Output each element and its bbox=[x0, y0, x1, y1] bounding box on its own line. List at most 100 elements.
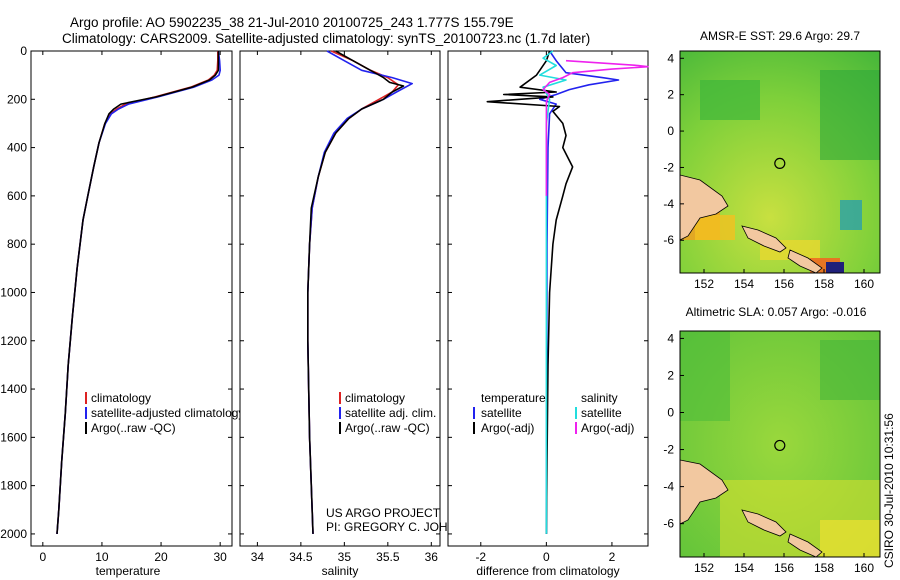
map-x-tick-label: 154 bbox=[734, 561, 754, 575]
legend-argo: Argo(..raw -QC) bbox=[345, 421, 430, 435]
x-tick-label: -2 bbox=[475, 550, 486, 564]
x-tick-label: 30 bbox=[213, 550, 227, 564]
map-y-tick-label: -4 bbox=[663, 197, 674, 211]
legend-sal-argo: Argo(-adj) bbox=[581, 421, 634, 435]
temperature-x-ticks: 0 10 20 30 bbox=[39, 51, 227, 564]
map-x-tick-label: 160 bbox=[854, 277, 874, 291]
series-line-2 bbox=[56, 51, 220, 534]
temperature-panel: 0 10 20 30 0 200 400 600 800 1000 1200 1400 1600 180… bbox=[0, 44, 244, 578]
salinity-axes-box bbox=[239, 50, 441, 547]
temperature-x-label: temperature bbox=[96, 564, 161, 578]
temperature-axes-box bbox=[30, 50, 233, 547]
map-x-tick-label: 158 bbox=[814, 277, 834, 291]
y-tick-label: 0 bbox=[20, 44, 27, 58]
legend-sal-satellite: satellite bbox=[581, 406, 622, 420]
difference-x-label: difference from climatology bbox=[476, 564, 619, 578]
x-tick-label: 0 bbox=[39, 550, 46, 564]
timestamp-stamp: CSIRO 30-Jul-2010 10:31:56 bbox=[882, 413, 896, 568]
depth-y-ticks: 0 200 400 600 800 1000 1200 1400 1600 1800 2000 bbox=[0, 44, 232, 541]
map-x-tick-label: 152 bbox=[694, 561, 714, 575]
x-tick-label: 0 bbox=[543, 550, 550, 564]
y-tick-label: 1600 bbox=[0, 430, 27, 444]
temperature-legend: climatology satellite-adjusted climatolo… bbox=[85, 391, 244, 435]
temperature-series bbox=[56, 50, 221, 534]
y-tick-label: 2000 bbox=[0, 527, 27, 541]
difference-x-ticks: -2 0 2 bbox=[448, 50, 648, 564]
legend-temp-argo: Argo(-adj) bbox=[481, 421, 534, 435]
x-tick-label: 35.5 bbox=[376, 550, 400, 564]
map-y-tick-label: 0 bbox=[667, 124, 674, 138]
difference-axes-box bbox=[447, 50, 649, 547]
difference-panel: -2 0 2 difference from climatology tempera… bbox=[447, 50, 649, 578]
legend-argo: Argo(..raw -QC) bbox=[91, 421, 176, 435]
header-line-2: Climatology: CARS2009. Satellite-adjuste… bbox=[62, 31, 590, 46]
y-tick-label: 600 bbox=[7, 189, 27, 203]
salinity-x-label: salinity bbox=[322, 564, 359, 578]
x-tick-label: 35 bbox=[338, 550, 352, 564]
sla-map-x-ticks: 152 154 156 158 160 bbox=[694, 553, 874, 575]
map-x-tick-label: 156 bbox=[774, 561, 794, 575]
y-tick-label: 800 bbox=[7, 237, 27, 251]
map-y-tick-label: 2 bbox=[667, 368, 674, 382]
sst-map-panel: AMSR-E SST: 29.6 Argo: 29.7 152 154 156 158… bbox=[663, 29, 881, 291]
series-line-1 bbox=[486, 50, 574, 534]
x-tick-label: 34.5 bbox=[289, 550, 313, 564]
legend-satellite-adjusted: satellite-adjusted climatology bbox=[91, 406, 244, 420]
map-x-tick-label: 158 bbox=[814, 561, 834, 575]
map-y-tick-label: -4 bbox=[663, 480, 674, 494]
y-tick-label: 1400 bbox=[0, 382, 27, 396]
credit-line-2: PI: GREGORY C. JOHNSON bbox=[326, 520, 482, 534]
sla-map-title: Altimetric SLA: 0.057 Argo: -0.016 bbox=[686, 305, 867, 319]
map-y-tick-label: 4 bbox=[667, 51, 674, 65]
sst-map-y-ticks: 4 2 0 -2 -4 -6 bbox=[663, 51, 684, 247]
y-tick-label: 200 bbox=[7, 92, 27, 106]
map-y-tick-label: -2 bbox=[663, 160, 674, 174]
sla-map-field bbox=[680, 331, 880, 557]
sst-map-field bbox=[680, 51, 880, 273]
y-tick-label: 1000 bbox=[0, 285, 27, 299]
map-y-tick-label: -6 bbox=[663, 517, 674, 531]
y-tick-label: 400 bbox=[7, 141, 27, 155]
sst-map-x-ticks: 152 154 156 158 160 bbox=[694, 269, 874, 291]
header-line-1: Argo profile: AO 5902235_38 21-Jul-2010 … bbox=[70, 15, 514, 30]
sst-argo-location-marker bbox=[774, 157, 786, 170]
legend-climatology: climatology bbox=[91, 391, 151, 405]
salinity-series bbox=[306, 50, 414, 534]
sla-map-panel: Altimetric SLA: 0.057 Argo: -0.016 152 15… bbox=[663, 305, 881, 575]
series-line-3 bbox=[542, 59, 649, 196]
series-line-0 bbox=[538, 50, 620, 534]
series-line-2 bbox=[306, 50, 405, 534]
legend-climatology: climatology bbox=[345, 391, 405, 405]
sla-map-frame bbox=[679, 330, 881, 558]
map-x-tick-label: 160 bbox=[854, 561, 874, 575]
difference-legend: temperature satellite Argo(-adj) salinit… bbox=[473, 391, 634, 435]
x-tick-label: 20 bbox=[154, 550, 168, 564]
sla-argo-location-marker bbox=[774, 439, 786, 452]
salinity-legend: climatology satellite adj. clim. Argo(..… bbox=[339, 391, 436, 435]
map-y-tick-label: 4 bbox=[667, 331, 674, 345]
y-tick-label: 1200 bbox=[0, 334, 27, 348]
map-y-tick-label: -2 bbox=[663, 443, 674, 457]
map-x-tick-label: 156 bbox=[774, 277, 794, 291]
y-tick-label: 1800 bbox=[0, 479, 27, 493]
x-tick-label: 10 bbox=[95, 550, 109, 564]
salinity-panel: 34 34.5 35 35.5 36 salinity climatology sate… bbox=[239, 50, 482, 578]
map-x-tick-label: 154 bbox=[734, 277, 754, 291]
sla-map-y-ticks: 4 2 0 -2 -4 -6 bbox=[663, 331, 684, 531]
credit-line-1: US ARGO PROJECT bbox=[326, 506, 441, 520]
x-tick-label: 36 bbox=[425, 550, 439, 564]
sst-map-frame bbox=[679, 50, 881, 274]
legend-temperature-heading: temperature bbox=[481, 391, 546, 405]
difference-series bbox=[486, 50, 649, 534]
legend-temp-satellite: satellite bbox=[481, 406, 522, 420]
salinity-x-ticks: 34 34.5 35 35.5 36 bbox=[240, 50, 440, 564]
legend-salinity-heading: salinity bbox=[581, 391, 618, 405]
map-y-tick-label: 0 bbox=[667, 406, 674, 420]
x-tick-label: 2 bbox=[609, 550, 616, 564]
map-y-tick-label: 2 bbox=[667, 88, 674, 102]
sst-map-title: AMSR-E SST: 29.6 Argo: 29.7 bbox=[700, 29, 860, 43]
map-x-tick-label: 152 bbox=[694, 277, 714, 291]
map-y-tick-label: -6 bbox=[663, 233, 674, 247]
legend-satellite-adj: satellite adj. clim. bbox=[345, 406, 436, 420]
